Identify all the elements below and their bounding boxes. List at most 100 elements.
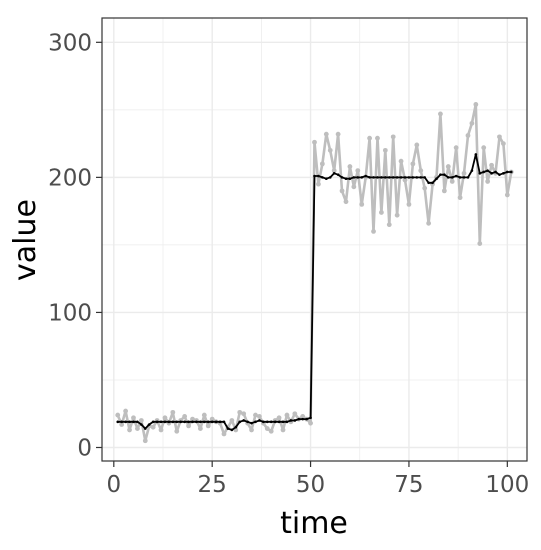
- x-tick-label: 75: [394, 472, 423, 498]
- raw-data-point: [264, 426, 270, 431]
- smoothed-data-point: [340, 176, 344, 179]
- smoothed-data-point: [332, 172, 336, 175]
- raw-data-point: [123, 408, 129, 414]
- smoothed-data-point: [482, 170, 486, 174]
- raw-data-point: [469, 120, 475, 126]
- smoothed-data-point: [285, 420, 289, 424]
- raw-data-point: [355, 168, 361, 174]
- x-tick-label: 0: [106, 472, 121, 498]
- smoothed-data-point: [509, 170, 513, 174]
- smoothed-data-point: [238, 420, 242, 424]
- smoothed-data-point: [321, 176, 324, 179]
- smoothed-data-point: [317, 174, 320, 178]
- smoothed-data-point: [336, 173, 340, 176]
- raw-data-point: [150, 424, 156, 430]
- panel-background: [102, 18, 527, 461]
- raw-data-point: [197, 426, 203, 431]
- x-axis-title: time: [280, 506, 348, 541]
- raw-data-point: [186, 423, 191, 429]
- raw-data-point: [331, 168, 337, 174]
- raw-data-point: [367, 135, 372, 141]
- smoothed-data-point: [293, 419, 297, 422]
- panel-border: [101, 17, 528, 462]
- smoothed-data-point: [305, 417, 308, 421]
- raw-data-point: [229, 418, 235, 423]
- smoothed-data-point: [399, 176, 403, 179]
- x-tick-label: 25: [198, 472, 227, 498]
- raw-data-point: [485, 179, 491, 184]
- raw-data-point: [461, 170, 467, 176]
- raw-data-point: [162, 415, 168, 421]
- smoothed-data-point: [446, 176, 450, 179]
- raw-data-point: [441, 188, 447, 194]
- smoothed-data-point: [490, 172, 493, 175]
- raw-data-point: [268, 428, 274, 434]
- smoothed-data-point: [120, 420, 123, 424]
- smoothed-data-point: [494, 170, 497, 174]
- raw-data-point: [438, 111, 443, 117]
- smoothed-data-point: [222, 420, 226, 424]
- raw-data-point: [335, 131, 341, 137]
- raw-data-point: [504, 192, 510, 198]
- smoothed-data-point: [466, 176, 470, 179]
- smoothed-data-point: [439, 173, 442, 176]
- raw-data-point: [323, 131, 329, 137]
- smoothed-data-point: [124, 420, 127, 424]
- raw-data-point: [174, 428, 180, 434]
- smoothed-data-point: [407, 176, 411, 179]
- raw-data-point: [142, 438, 148, 444]
- raw-data-point: [138, 418, 144, 423]
- raw-data-point: [249, 427, 254, 433]
- smoothed-data-point: [151, 420, 155, 424]
- smoothed-data-point: [269, 420, 273, 424]
- smoothed-data-point: [183, 420, 186, 424]
- raw-data-point: [465, 133, 471, 138]
- smoothed-data-point: [230, 428, 234, 432]
- smoothed-data-point: [143, 427, 147, 430]
- raw-data-point: [445, 164, 451, 169]
- smoothed-data-point: [163, 420, 167, 424]
- smoothed-data-point: [368, 176, 371, 179]
- smoothed-data-point: [415, 176, 419, 179]
- smoothed-data-point: [344, 177, 348, 181]
- smoothed-data-point: [435, 177, 438, 181]
- raw-data-point: [414, 142, 420, 148]
- smoothed-data-point: [171, 420, 175, 424]
- smoothed-data-point: [454, 174, 458, 178]
- smoothed-data-point: [226, 427, 230, 430]
- smoothed-data-point: [281, 420, 285, 424]
- smoothed-data-point: [203, 420, 206, 424]
- raw-data-point: [371, 228, 376, 234]
- smoothed-data-point: [403, 176, 407, 179]
- raw-data-point: [241, 411, 247, 417]
- raw-data-point: [394, 212, 400, 218]
- raw-data-point: [382, 147, 388, 153]
- smoothed-data-point: [254, 420, 257, 424]
- smoothed-data-point: [128, 420, 131, 424]
- smoothed-data-point: [234, 425, 238, 429]
- smoothed-data-point: [348, 177, 352, 181]
- smoothed-data-point: [474, 153, 478, 156]
- y-tick-label: 0: [77, 435, 92, 461]
- raw-data-point: [347, 164, 353, 169]
- raw-data-point: [280, 427, 286, 433]
- smoothed-data-point: [360, 176, 364, 179]
- raw-data-point: [398, 158, 404, 164]
- smoothed-data-point: [258, 419, 261, 422]
- smoothed-data-point: [450, 176, 454, 179]
- raw-data-point: [190, 416, 195, 422]
- raw-data-point: [135, 426, 140, 431]
- smoothed-data-point: [191, 420, 194, 424]
- x-tick-label: 100: [485, 472, 529, 498]
- raw-data-point: [386, 222, 392, 228]
- smoothed-data-point: [273, 420, 277, 424]
- smoothed-data-point: [167, 420, 171, 424]
- raw-data-point: [457, 195, 463, 201]
- smoothed-data-point: [364, 174, 367, 178]
- smoothed-data-point: [470, 169, 474, 172]
- raw-data-point: [316, 181, 321, 187]
- raw-data-point: [205, 423, 211, 429]
- smoothed-data-point: [262, 420, 265, 424]
- smoothed-data-point: [187, 420, 190, 424]
- raw-data-point: [449, 179, 455, 184]
